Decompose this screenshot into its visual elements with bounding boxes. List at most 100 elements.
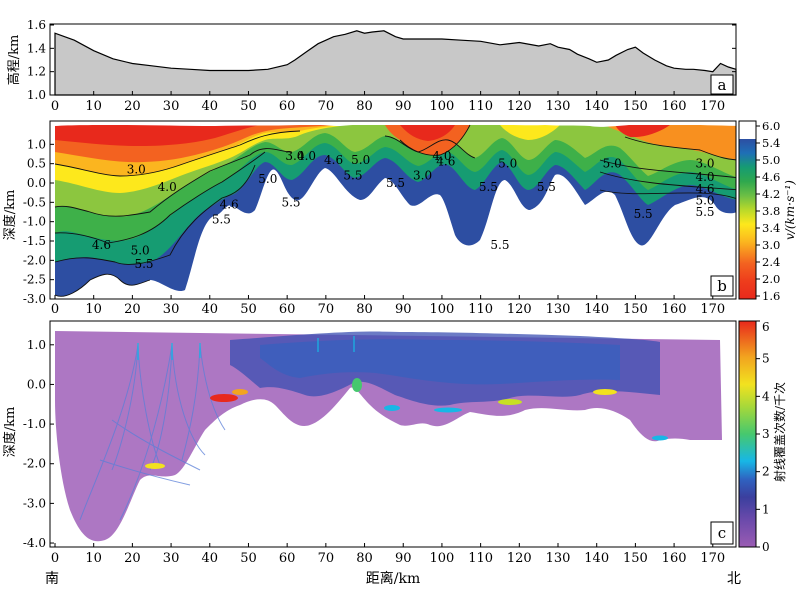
coverage-hotspot-7 <box>593 389 617 395</box>
coverage-colorbar-ticks: 0 1 2 3 4 5 6 <box>756 320 770 554</box>
panel-a-x-tick-label: 30 <box>163 99 180 114</box>
contour-label: 4.6 <box>324 153 343 167</box>
contour-label: 3.0 <box>285 149 304 163</box>
contour-label: 3.0 <box>695 157 714 171</box>
contour-label: 5.0 <box>603 157 622 171</box>
coverage-hotspot-2 <box>232 389 248 395</box>
panel-c-x-tick-label: 130 <box>546 551 571 566</box>
panel-a-x-tick-label: 50 <box>240 99 257 114</box>
panel-b-x-tick-label: 130 <box>546 302 571 317</box>
contour-label: 5.0 <box>351 153 370 167</box>
panel-c-x-axis: 0 10 20 30 40 50 60 70 80 90 100 110 120 130 140 150 160… <box>51 543 725 566</box>
panel-b-x-tick-label: 20 <box>124 302 141 317</box>
contour-label: 5.0 <box>131 244 150 258</box>
contour-label: 4.0 <box>695 170 714 184</box>
panel-c-x-tick-label: 60 <box>279 551 296 566</box>
contour-label: 5.5 <box>490 238 509 252</box>
panel-a-ylabel: 高程/km <box>6 35 22 86</box>
contour-label: 4.6 <box>220 197 239 211</box>
panel-b-x-tick-label: 60 <box>279 302 296 317</box>
panel-a-x-tick-label: 110 <box>468 99 493 114</box>
panel-b-frame <box>49 120 737 300</box>
contour-label: 5.0 <box>695 193 714 207</box>
panel-b-x-tick-label: 110 <box>468 302 493 317</box>
panel-a-x-tick-label: 120 <box>507 99 532 114</box>
contour-label: 4.6 <box>436 155 455 169</box>
panel-a-letter-box <box>710 74 734 95</box>
panel-b-y-tick-label: -2.0 <box>23 253 46 267</box>
contour-label: 5.5 <box>386 176 405 190</box>
panel-c-x-tick-label: 170 <box>700 551 725 566</box>
coverage-hotspot-3 <box>145 463 165 469</box>
contour-label: 4.0 <box>432 149 451 163</box>
panel-a-x-tick-label: 40 <box>201 99 218 114</box>
velocity-colorbar-tick-label: 4.2 <box>762 187 780 201</box>
velocity-colorbar-tick-label: 6.0 <box>762 119 780 133</box>
panel-c-x-tick-label: 120 <box>507 551 532 566</box>
coverage-colorbar-tick-label: 4 <box>762 389 770 403</box>
contour-label: 5.5 <box>537 180 556 194</box>
panel-b-y-tick-label: -1.5 <box>23 234 46 248</box>
velocity-low-patch-a-core <box>400 125 455 141</box>
panel-a-x-tick-label: 0 <box>51 99 59 114</box>
panel-b-x-tick-label: 170 <box>700 302 725 317</box>
south-label: 南 <box>45 571 59 587</box>
contour-label: 5.5 <box>343 168 362 182</box>
panel-a-frame <box>49 23 737 96</box>
panel-a-x-tick-label: 140 <box>584 99 609 114</box>
coverage-colorbar-tick-label: 1 <box>762 502 770 516</box>
velocity-isolated-blob <box>229 203 235 207</box>
velocity-colorbar-tick-label: 5.0 <box>762 153 780 167</box>
panel-a-x-tick-label: 10 <box>85 99 102 114</box>
velocity-colorbar-tick-label: 3.0 <box>762 238 780 252</box>
panel-c: 0 10 20 30 40 50 60 70 80 90 100 110 120 130 140 150 160… <box>2 320 787 566</box>
panel-a-x-tick-label: 20 <box>124 99 141 114</box>
ray-fans <box>79 344 226 521</box>
panel-a-x-tick-label: 160 <box>662 99 687 114</box>
velocity-colorbar-tick-label: 5.4 <box>762 136 780 150</box>
velocity-white-top <box>50 121 736 127</box>
panel-b-letter-box <box>710 275 734 297</box>
panel-c-y-tick-label: 1.0 <box>27 338 46 352</box>
panel-b-x-tick-label: 90 <box>395 302 412 317</box>
panel-a-letter: a <box>718 76 727 94</box>
panel-b-y-axis: 1.0 0.5 0.0 -0.5 -1.0 -1.5 -2.0 -2.5 -3.0 <box>23 137 54 306</box>
panel-c-y-tick-label: -3.0 <box>23 496 46 510</box>
panel-c-x-tick-label: 150 <box>623 551 648 566</box>
panel-a-x-tick-label: 100 <box>430 99 455 114</box>
velocity-colorbar-ticks: 1.6 2.0 2.4 3.0 3.4 3.8 4.2 4.6 5.0 5.4 6.0 <box>756 119 780 303</box>
velocity-colorbar-label: v/(km·s⁻¹) <box>783 180 797 240</box>
ray-coverage <box>55 331 722 542</box>
panel-c-x-tick-label: 40 <box>201 551 218 566</box>
coverage-hotspot-6 <box>498 399 522 405</box>
x-axis-title: 距离/km <box>366 570 420 587</box>
panel-a-x-tick-label: 90 <box>395 99 412 114</box>
velocity-low-patch-b-core <box>615 125 670 138</box>
contour-label: 4.0 <box>297 149 316 163</box>
contour-label: 5.5 <box>634 207 653 221</box>
north-label: 北 <box>727 571 741 587</box>
panel-a-y-axis: 1.0 1.2 1.4 1.6 <box>27 18 736 102</box>
contour-label: 5.5 <box>281 195 300 209</box>
contour-label: 5.5 <box>212 213 231 227</box>
coverage-colorbar-tick-label: 6 <box>762 320 770 334</box>
panel-c-x-tick-label: 30 <box>163 551 180 566</box>
panel-a-x-tick-label: 170 <box>700 99 725 114</box>
panel-b-letter: b <box>717 277 727 295</box>
panel-c-x-tick-label: 100 <box>430 551 455 566</box>
contour-label: 3.0 <box>127 162 146 176</box>
panel-b-x-tick-label: 140 <box>584 302 609 317</box>
panel-a-x-tick-label: 60 <box>279 99 296 114</box>
coverage-colorbar-tick-label: 2 <box>762 465 770 479</box>
panel-a: 0 10 20 30 40 50 60 70 80 90 100 110 120 130 140 150 160… <box>6 18 737 114</box>
contour-label: 5.5 <box>479 180 498 194</box>
velocity-colorbar-tick-label: 2.4 <box>762 255 780 269</box>
contour-label: 4.6 <box>92 238 111 252</box>
panel-c-y-axis: 1.0 0.0 -1.0 -2.0 -3.0 -4.0 <box>23 338 54 550</box>
panel-c-x-tick-label: 160 <box>662 551 687 566</box>
panel-c-x-tick-label: 10 <box>85 551 102 566</box>
coverage-colorbar <box>738 320 757 548</box>
velocity-contours <box>54 124 736 297</box>
panel-c-letter-box <box>710 521 734 545</box>
